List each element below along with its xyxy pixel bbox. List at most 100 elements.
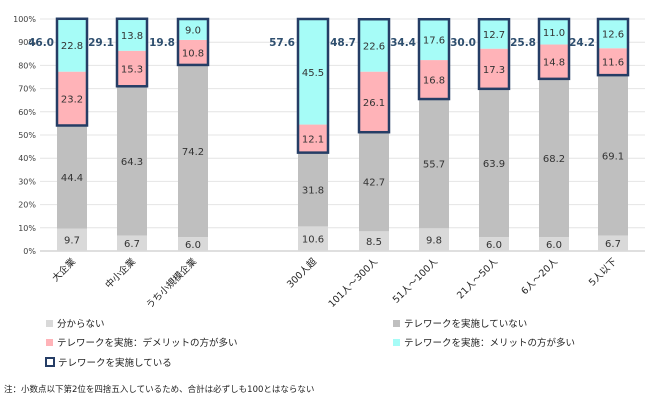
- data-label: 6.0: [185, 240, 201, 251]
- bar-segment: [598, 235, 628, 251]
- telework-outline: [55, 17, 89, 127]
- legend-swatch: [393, 320, 400, 327]
- data-label: 55.7: [423, 160, 445, 171]
- data-label: 17.6: [423, 36, 445, 47]
- bar-segment: [539, 78, 569, 238]
- data-label: 11.6: [602, 58, 624, 69]
- data-label: 11.0: [543, 28, 565, 39]
- bar-segment: [178, 39, 208, 65]
- data-label: 69.1: [602, 151, 624, 162]
- bar-segment: [359, 19, 389, 72]
- bar-segment: [598, 19, 628, 49]
- telework-outline: [296, 17, 330, 154]
- bar-segment: [178, 19, 208, 40]
- data-label: 12.6: [602, 30, 624, 41]
- bar-segment: [117, 86, 147, 236]
- total-label: 29.1: [88, 37, 114, 49]
- bar-segment: [359, 71, 389, 133]
- data-label: 22.6: [363, 41, 385, 52]
- legend-swatch: [46, 339, 53, 346]
- category-label: うち小規模企業: [144, 255, 200, 311]
- data-label: 14.8: [543, 58, 565, 69]
- footnote: 注：小数点以下第2位を四捨五入しているため、合計は必ずしも100とはならない: [4, 384, 314, 395]
- legend-swatch: [46, 320, 53, 327]
- bar-segment: [57, 125, 87, 229]
- data-label: 74.2: [182, 147, 204, 158]
- bar-segment: [359, 231, 389, 251]
- y-tick-label: 90%: [18, 38, 36, 47]
- bar-segment: [419, 99, 449, 229]
- category-label: 300人超: [284, 255, 319, 290]
- category-label: 21人～50人: [455, 256, 500, 301]
- legend-swatch-outline: [45, 357, 55, 367]
- data-label: 12.7: [483, 30, 505, 41]
- telework-outline: [477, 17, 511, 91]
- y-tick-label: 20%: [18, 201, 36, 210]
- bar-segment: [359, 132, 389, 232]
- data-label: 6.7: [124, 239, 140, 250]
- data-label: 42.7: [363, 178, 385, 189]
- total-label: 30.0: [450, 37, 476, 49]
- category-label: 中小企業: [103, 255, 139, 291]
- data-label: 15.3: [121, 65, 143, 76]
- data-label: 45.5: [302, 68, 324, 79]
- data-label: 9.8: [426, 236, 442, 247]
- bar-segment: [178, 237, 208, 251]
- bar-segment: [539, 19, 569, 45]
- y-tick-label: 0%: [23, 247, 36, 256]
- telework-outline: [596, 17, 630, 77]
- data-label: 12.1: [302, 135, 324, 146]
- data-label: 9.0: [185, 25, 201, 36]
- data-label: 10.6: [302, 235, 324, 246]
- total-label: 25.8: [510, 37, 536, 49]
- telework-outline: [176, 17, 210, 67]
- data-label: 44.4: [61, 173, 83, 184]
- legend-label: テレワークを実施している: [58, 357, 172, 369]
- data-label: 22.8: [61, 41, 83, 52]
- bar-segment: [598, 75, 628, 236]
- total-label: 24.2: [569, 37, 595, 49]
- bar-segment: [57, 18, 87, 72]
- total-label: 48.7: [330, 37, 356, 49]
- data-label: 63.9: [483, 159, 505, 170]
- telework-outline: [357, 17, 391, 134]
- bar-segment: [298, 19, 328, 125]
- legend-label: テレワークを実施：デメリットの方が多い: [57, 337, 238, 349]
- category-label: 6人～20人: [519, 256, 560, 297]
- bar-segment: [117, 235, 147, 251]
- bar-segment: [479, 19, 509, 49]
- total-label: 19.8: [149, 37, 175, 49]
- bar-segment: [298, 152, 328, 227]
- data-label: 6.0: [546, 240, 562, 251]
- data-label: 6.7: [605, 239, 621, 250]
- bar-segment: [419, 228, 449, 251]
- legend-label: テレワークを実施していない: [404, 318, 527, 330]
- data-label: 23.2: [61, 95, 83, 106]
- telework-outline: [115, 17, 149, 88]
- bar-segment: [479, 48, 509, 89]
- bar-segment: [178, 64, 208, 238]
- bar-segment: [479, 237, 509, 251]
- bar-segment: [419, 19, 449, 61]
- category-label: 51人～100人: [391, 256, 441, 306]
- bar-segment: [598, 48, 628, 76]
- bar-segment: [117, 18, 147, 51]
- total-label: 46.0: [28, 37, 54, 49]
- y-tick-label: 50%: [18, 131, 36, 140]
- data-label: 31.8: [302, 186, 324, 197]
- bar-segment: [298, 226, 328, 251]
- category-label: 5人以下: [587, 256, 619, 288]
- data-label: 17.3: [483, 65, 505, 76]
- bar-segment: [539, 237, 569, 251]
- data-label: 10.8: [182, 48, 204, 59]
- y-tick-label: 30%: [18, 177, 36, 186]
- y-tick-label: 80%: [18, 61, 36, 70]
- bar-segment: [419, 60, 449, 100]
- data-label: 64.3: [121, 157, 143, 168]
- y-tick-label: 10%: [18, 224, 36, 233]
- data-label: 9.7: [64, 236, 80, 247]
- data-label: 26.1: [363, 98, 385, 109]
- bar-segment: [479, 88, 509, 238]
- data-label: 13.8: [121, 31, 143, 42]
